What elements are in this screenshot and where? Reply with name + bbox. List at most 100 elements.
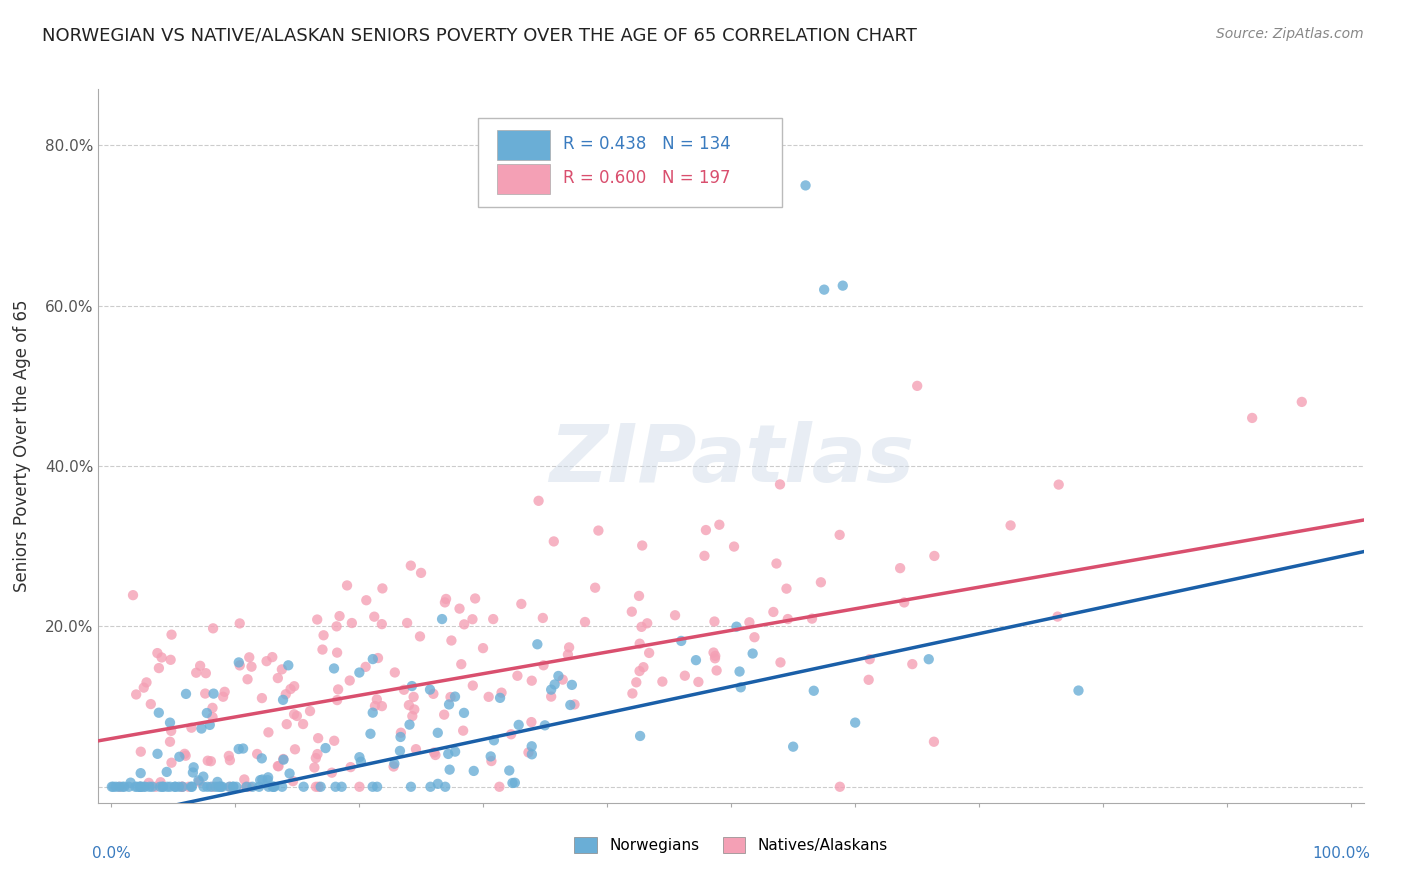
Point (723, 540, 745, 554)
Point (238, 780, 260, 794)
Point (508, 718, 530, 732)
Point (704, 651, 727, 665)
Text: NORWEGIAN VS NATIVE/ALASKAN SENIORS POVERTY OVER THE AGE OF 65 CORRELATION CHART: NORWEGIAN VS NATIVE/ALASKAN SENIORS POVE… (42, 27, 917, 45)
Point (517, 746, 540, 760)
Point (263, 780, 285, 794)
Point (439, 690, 461, 704)
Point (765, 557, 787, 571)
Point (371, 617, 394, 632)
Point (588, 524, 610, 538)
Point (620, 605, 643, 619)
Point (673, 669, 696, 683)
Point (801, 612, 824, 626)
Point (181, 765, 204, 780)
Point (273, 752, 295, 766)
Point (396, 615, 419, 630)
Point (531, 611, 554, 625)
Point (371, 582, 394, 596)
Point (212, 690, 235, 704)
Point (557, 648, 579, 662)
Point (235, 780, 257, 794)
Point (262, 650, 284, 665)
Point (257, 770, 280, 784)
Point (398, 698, 420, 713)
Point (141, 780, 163, 794)
Point (433, 595, 456, 609)
Point (263, 780, 285, 794)
Point (323, 661, 346, 675)
Point (831, 278, 853, 293)
Point (225, 780, 247, 794)
Point (273, 753, 295, 767)
Point (129, 745, 152, 759)
Point (228, 616, 250, 631)
Point (371, 699, 394, 714)
Point (247, 780, 270, 794)
Point (195, 706, 218, 720)
Point (246, 747, 269, 761)
Point (152, 780, 174, 794)
Point (201, 780, 224, 794)
Point (129, 766, 152, 780)
FancyBboxPatch shape (478, 118, 782, 207)
Point (305, 751, 328, 765)
Point (354, 660, 377, 674)
Point (209, 780, 232, 794)
Point (194, 687, 217, 701)
Point (540, 690, 562, 704)
Point (229, 658, 252, 673)
Point (405, 742, 427, 756)
Point (430, 612, 453, 626)
Point (174, 687, 197, 701)
Point (283, 707, 305, 722)
Point (858, 673, 880, 687)
Point (211, 780, 233, 794)
Point (382, 759, 405, 773)
Point (180, 721, 202, 735)
Point (503, 776, 526, 790)
Point (434, 591, 457, 606)
Point (364, 698, 387, 713)
Point (482, 612, 505, 626)
Point (250, 691, 273, 706)
Point (129, 780, 152, 794)
Point (325, 780, 347, 794)
Point (326, 693, 349, 707)
Point (409, 566, 432, 580)
Point (425, 747, 447, 762)
Point (901, 657, 924, 672)
Point (404, 702, 426, 716)
Point (257, 780, 280, 794)
Point (252, 772, 274, 787)
Point (1291, 395, 1313, 409)
Point (828, 780, 851, 794)
Point (401, 709, 423, 723)
Point (744, 630, 766, 644)
Point (125, 688, 148, 702)
Point (440, 633, 463, 648)
Point (159, 653, 181, 667)
Point (361, 780, 384, 794)
Point (423, 746, 446, 760)
Point (267, 759, 290, 773)
Point (284, 742, 307, 756)
Point (638, 646, 661, 660)
Point (118, 780, 141, 794)
Point (725, 620, 748, 634)
Point (308, 780, 330, 794)
Point (520, 739, 543, 754)
Point (285, 709, 308, 723)
Point (1046, 609, 1069, 624)
Point (204, 780, 226, 794)
Point (228, 656, 250, 670)
Legend: Norwegians, Natives/Alaskans: Norwegians, Natives/Alaskans (568, 831, 894, 859)
Point (651, 674, 673, 689)
Point (328, 682, 350, 697)
Point (776, 612, 799, 626)
Point (363, 609, 385, 624)
Point (433, 707, 456, 722)
Point (520, 747, 543, 762)
Point (193, 770, 215, 784)
Point (276, 717, 298, 731)
Point (309, 780, 332, 794)
